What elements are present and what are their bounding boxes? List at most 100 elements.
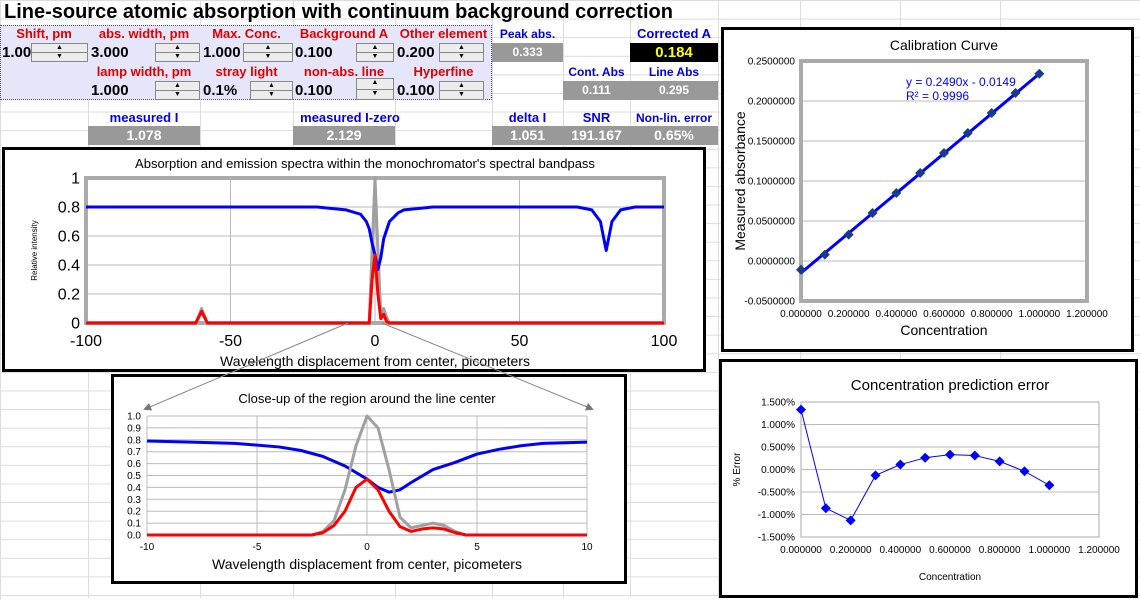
x-axis-label: Wavelength displacement from center, pic…	[220, 353, 530, 369]
spin-down-icon[interactable]: ▼	[174, 53, 181, 60]
y-tick-label: 0.1	[127, 519, 141, 530]
other-element-label: Other element	[399, 26, 488, 41]
data-point	[891, 188, 902, 198]
spin-up-icon[interactable]: ▲	[244, 44, 292, 53]
stray-light-spinner[interactable]: ▲ ▼	[250, 81, 293, 100]
lamp-width-value[interactable]: 1.000	[91, 82, 129, 99]
non-abs-line-value[interactable]: 0.100	[295, 82, 333, 99]
spin-down-icon[interactable]: ▼	[268, 91, 275, 98]
x-tick-label: 0.400000	[875, 309, 917, 320]
series-line-transmission	[86, 205, 664, 271]
background-value[interactable]: 0.100	[295, 44, 333, 61]
y-tick-label: -0.500%	[758, 488, 795, 499]
x-tick-label: 50	[511, 333, 529, 350]
line-abs-value: 0.295	[630, 81, 718, 100]
data-point	[986, 108, 997, 118]
data-point	[796, 404, 806, 415]
spin-up-icon[interactable]: ▲	[440, 44, 483, 53]
other-element-value[interactable]: 0.200	[397, 44, 435, 61]
hyperfine-spinner[interactable]: ▲ ▼	[439, 81, 484, 100]
abs-width-value[interactable]: 3.000	[91, 44, 129, 61]
y-tick-label: 0.0000000	[748, 257, 796, 268]
x-tick-label: 0.600000	[929, 545, 971, 556]
data-point	[820, 503, 831, 514]
series-line-transmission	[146, 439, 588, 494]
other-element-spinner[interactable]: ▲ ▼	[439, 43, 484, 62]
y-tick-label: 0.2000000	[748, 97, 796, 108]
max-conc-value[interactable]: 1.000	[203, 44, 241, 61]
error-chart[interactable]: Concentration prediction error -1.500% -1.…	[719, 359, 1138, 598]
y-tick-label: -1.000%	[758, 510, 795, 521]
y-tick-label: 1.000%	[761, 420, 795, 431]
y-tick-label: 0.500%	[761, 443, 795, 454]
background-spinner[interactable]: ▲ ▼	[356, 43, 394, 62]
measured-i-label: measured I	[109, 110, 179, 125]
data-point	[1019, 466, 1030, 477]
y-tick-label: 1.0	[127, 412, 141, 423]
measured-i-zero-label: measured I-zero	[300, 110, 400, 125]
y-tick-label: 0.3	[127, 495, 141, 506]
lamp-width-spinner[interactable]: ▲ ▼	[155, 81, 200, 100]
spin-down-icon[interactable]: ▼	[56, 53, 63, 60]
spin-up-icon[interactable]: ▲	[156, 44, 199, 53]
data-point	[819, 249, 830, 260]
shift-value[interactable]: 1.000	[2, 44, 40, 61]
spin-up-icon[interactable]: ▲	[251, 82, 292, 91]
data-point	[1044, 480, 1055, 491]
data-point	[895, 459, 906, 470]
x-tick-label: 0.800000	[979, 545, 1021, 556]
x-tick-label: -50	[219, 333, 242, 350]
x-tick-label: 0.200000	[830, 545, 872, 556]
spin-up-icon[interactable]: ▲	[156, 82, 199, 91]
non-abs-line-spinner[interactable]: ▲ ▼	[356, 78, 394, 100]
x-tick-label: 10	[581, 542, 593, 553]
data-point	[1010, 88, 1021, 98]
chart-title: Calibration Curve	[890, 37, 998, 53]
stray-light-value[interactable]: 0.1%	[203, 82, 238, 99]
shift-label: Shift, pm	[16, 26, 72, 41]
closeup-chart[interactable]: Close-up of the region around the line c…	[111, 374, 627, 584]
x-tick-label: -100	[70, 333, 102, 350]
data-point	[945, 449, 955, 460]
spin-up-icon[interactable]: ▲	[32, 44, 87, 53]
series-line-transmitted-emission	[86, 253, 664, 325]
x-tick-label: 1.200000	[1078, 545, 1120, 556]
hyperfine-value[interactable]: 0.100	[397, 82, 435, 99]
chart-title: Concentration prediction error	[851, 377, 1049, 394]
data-point	[796, 264, 806, 275]
calibration-chart[interactable]: Calibration Curve -0.0500000 0.0000000 0.05…	[721, 27, 1134, 352]
spin-down-icon[interactable]: ▼	[371, 89, 379, 97]
data-point	[920, 452, 931, 463]
spin-down-icon[interactable]: ▼	[458, 91, 465, 98]
abs-width-label: abs. width, pm	[98, 26, 190, 41]
plot-area-frame	[800, 401, 1100, 538]
data-point	[994, 456, 1005, 467]
snr-value: 191.167	[563, 126, 630, 145]
spectra-chart[interactable]: Absorption and emission spectra within t…	[2, 147, 706, 372]
spin-down-icon[interactable]: ▼	[264, 53, 272, 60]
y-tick-label: 0.9	[127, 423, 141, 434]
spin-down-icon[interactable]: ▼	[174, 91, 181, 98]
cont-abs-label: Cont. Abs	[568, 65, 625, 79]
spin-down-icon[interactable]: ▼	[371, 53, 379, 60]
x-tick-label: -5	[253, 542, 262, 553]
spin-up-icon[interactable]: ▲	[357, 79, 393, 90]
data-point	[1034, 68, 1045, 79]
abs-width-spinner[interactable]: ▲ ▼	[155, 43, 200, 62]
y-tick-label: 0.0500000	[748, 217, 796, 228]
nonlin-error-label: Non-lin. error	[635, 111, 712, 125]
hyperfine-label: Hyperfine	[413, 64, 474, 79]
y-tick-label: 0	[71, 316, 80, 333]
max-conc-spinner[interactable]: ▲ ▼	[243, 43, 293, 62]
data-point	[845, 515, 856, 526]
spin-down-icon[interactable]: ▼	[458, 53, 465, 60]
spin-up-icon[interactable]: ▲	[440, 82, 483, 91]
background-label: Background A	[299, 26, 389, 41]
spin-up-icon[interactable]: ▲	[357, 44, 393, 53]
snr-label: SNR	[582, 110, 611, 125]
peak-abs-value: 0.333	[492, 43, 563, 62]
corrected-a-label: Corrected A	[637, 26, 711, 41]
chart-title: Absorption and emission spectra within t…	[135, 156, 595, 171]
cont-abs-value: 0.111	[563, 81, 630, 100]
shift-spinner[interactable]: ▲ ▼	[31, 43, 88, 62]
